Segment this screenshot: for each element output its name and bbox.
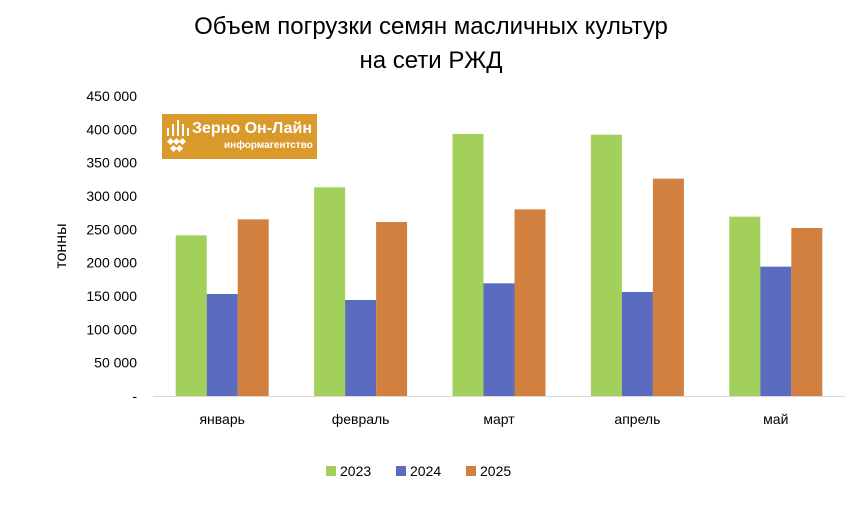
bar-2024-5 xyxy=(760,266,792,396)
y-tick-label: 450 000 xyxy=(86,88,137,104)
legend-label-2024: 2024 xyxy=(410,463,441,479)
x-tick-label: апрель xyxy=(614,411,660,427)
x-tick-label: март xyxy=(483,411,515,427)
chart-title-line2: на сети РЖД xyxy=(359,47,503,74)
bar-2023-5 xyxy=(729,216,761,396)
x-tick-label: февраль xyxy=(332,411,390,427)
logo-name: Зерно Он-Лайн xyxy=(192,120,313,137)
x-tick-label: январь xyxy=(199,411,244,427)
y-tick-label: 200 000 xyxy=(86,255,137,271)
y-tick-label: 350 000 xyxy=(86,155,137,171)
legend-swatch-2025 xyxy=(466,466,476,476)
y-tick-label: 150 000 xyxy=(86,288,137,304)
legend-label-2025: 2025 xyxy=(480,463,511,479)
wheat-icon xyxy=(166,120,189,153)
zerno-online-logo: Зерно Он-Лайн информагентство xyxy=(162,114,317,159)
y-tick-label: 250 000 xyxy=(86,221,137,237)
y-axis-label: тонны xyxy=(53,223,70,268)
bar-2024-4 xyxy=(621,292,653,396)
bar-2025-2 xyxy=(376,222,408,396)
bar-2025-1 xyxy=(237,219,269,396)
logo-subtitle: информагентство xyxy=(224,140,313,151)
legend-swatch-2023 xyxy=(326,466,336,476)
bar-2023-3 xyxy=(452,134,484,396)
bar-2023-4 xyxy=(590,134,622,396)
chart-title-line1: Объем погрузки семян масличных культур xyxy=(194,13,668,40)
bar-2025-5 xyxy=(791,228,823,396)
legend-swatch-2024 xyxy=(396,466,406,476)
bar-2024-2 xyxy=(345,300,377,396)
legend-label-2023: 2023 xyxy=(340,463,371,479)
y-tick-label: - xyxy=(132,388,137,404)
bar-2023-2 xyxy=(314,187,346,396)
y-tick-label: 100 000 xyxy=(86,321,137,337)
y-tick-label: 400 000 xyxy=(86,121,137,137)
y-tick-label: 300 000 xyxy=(86,188,137,204)
bar-2025-4 xyxy=(652,178,684,396)
bar-2024-1 xyxy=(206,294,238,396)
y-tick-label: 50 000 xyxy=(94,355,137,371)
bar-2023-1 xyxy=(175,235,207,396)
x-tick-label: май xyxy=(763,411,788,427)
bar-2025-3 xyxy=(514,209,546,396)
bar-2024-3 xyxy=(483,283,515,396)
